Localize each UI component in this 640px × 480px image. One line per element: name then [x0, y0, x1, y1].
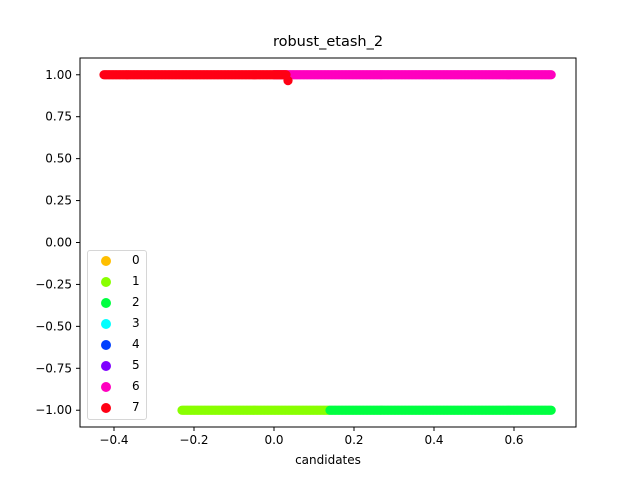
x-tick-label: 0.2: [344, 433, 363, 447]
data-points-layer: [99, 70, 556, 415]
legend-item: 0: [88, 251, 148, 271]
legend-label: 3: [132, 316, 140, 330]
x-tick-label: −0.2: [179, 433, 208, 447]
legend-item: 6: [88, 377, 148, 397]
legend-label: 4: [132, 337, 140, 351]
legend: 0 1 2 3 4 5 6 7: [87, 250, 147, 420]
legend-label: 5: [132, 358, 140, 372]
y-tick-label: −1.00: [35, 403, 72, 417]
legend-label: 1: [132, 274, 140, 288]
legend-marker: [101, 256, 111, 266]
data-point: [283, 76, 293, 86]
chart-title: robust_etash_2: [272, 34, 384, 50]
y-tick-label: 0.50: [45, 152, 72, 166]
x-tick-label: 0.6: [504, 433, 523, 447]
y-tick-label: −0.25: [35, 277, 72, 291]
x-axis-ticks: −0.4 −0.2 0.0 0.2 0.4 0.6: [99, 427, 524, 447]
legend-marker: [101, 298, 111, 308]
legend-item: 5: [88, 356, 148, 376]
y-tick-label: 0.25: [45, 194, 72, 208]
y-axis-ticks: 1.00 0.75 0.50 0.25 0.00 −0.25 −0.50 −0.75 −1.00: [35, 68, 80, 417]
legend-label: 0: [132, 253, 140, 267]
x-tick-label: −0.4: [99, 433, 128, 447]
y-tick-label: −0.75: [35, 361, 72, 375]
legend-item: 7: [88, 398, 148, 418]
legend-marker: [101, 340, 111, 350]
legend-marker: [101, 403, 111, 413]
y-tick-label: 0.75: [45, 110, 72, 124]
legend-marker: [101, 361, 111, 371]
y-tick-label: −0.50: [35, 319, 72, 333]
data-point: [546, 70, 556, 80]
legend-label: 6: [132, 379, 140, 393]
data-point: [546, 405, 556, 415]
legend-item: 2: [88, 293, 148, 313]
legend-marker: [101, 277, 111, 287]
legend-label: 2: [132, 295, 140, 309]
x-axis-label: candidates: [295, 453, 361, 467]
plot-frame: [79, 57, 577, 428]
legend-marker: [101, 319, 111, 329]
legend-label: 7: [132, 400, 140, 414]
legend-marker: [101, 382, 111, 392]
y-tick-label: 0.00: [45, 236, 72, 250]
y-tick-label: 1.00: [45, 68, 72, 82]
x-tick-label: 0.4: [424, 433, 443, 447]
x-tick-label: 0.0: [264, 433, 283, 447]
legend-item: 3: [88, 314, 148, 334]
legend-item: 1: [88, 272, 148, 292]
legend-item: 4: [88, 335, 148, 355]
